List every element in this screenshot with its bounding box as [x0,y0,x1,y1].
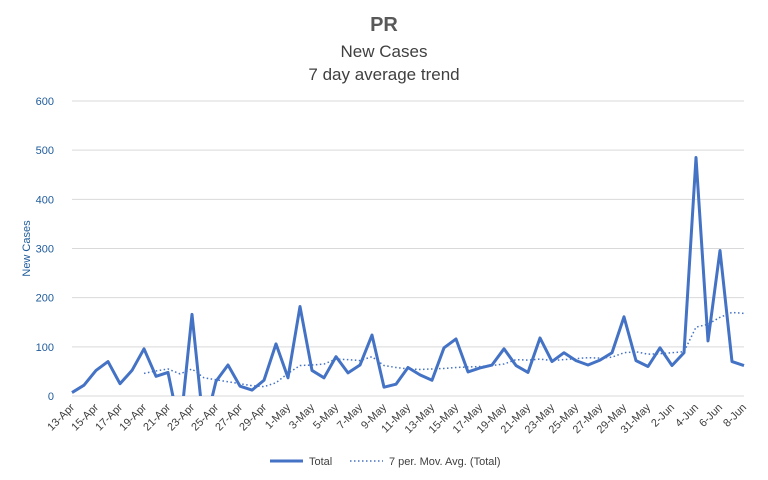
legend: Total 7 per. Mov. Avg. (Total) [270,456,500,468]
x-tick-label: 8-Jun [721,402,749,430]
plot-area [71,156,745,396]
y-axis-ticks: 0 100 200 300 400 500 600 [36,96,54,403]
x-axis-ticks: 13-Apr15-Apr17-Apr19-Apr21-Apr23-Apr25-A… [45,401,749,436]
x-tick-label: 7-May [335,401,365,431]
chart-subtitle-line-2: 7 day average trend [308,65,459,84]
y-tick-label: 300 [36,244,54,256]
chart-title: PR [370,14,398,36]
y-tick-label: 500 [36,145,54,157]
series-line-moving-average [143,311,745,388]
y-tick-label: 600 [36,96,54,108]
y-tick-label: 100 [36,342,54,354]
y-axis-title: New Cases [21,220,33,277]
gridlines [72,100,744,348]
y-tick-label: 0 [48,391,54,403]
y-tick-label: 200 [36,293,54,305]
legend-label-moving-average: 7 per. Mov. Avg. (Total) [389,456,500,468]
legend-label-total: Total [309,456,332,468]
y-tick-label: 400 [36,194,54,206]
x-tick-label: 1-May [263,401,293,431]
x-tick-label: 29-Apr [237,401,269,433]
x-tick-label: 2-Jun [649,402,677,430]
x-tick-label: 4-Jun [673,402,701,430]
x-tick-label: 3-May [287,401,317,431]
x-tick-label: 5-May [311,401,341,431]
series-line-total [71,156,745,396]
chart-subtitle-line-1: New Cases [341,42,428,61]
x-tick-label: 6-Jun [697,402,725,430]
